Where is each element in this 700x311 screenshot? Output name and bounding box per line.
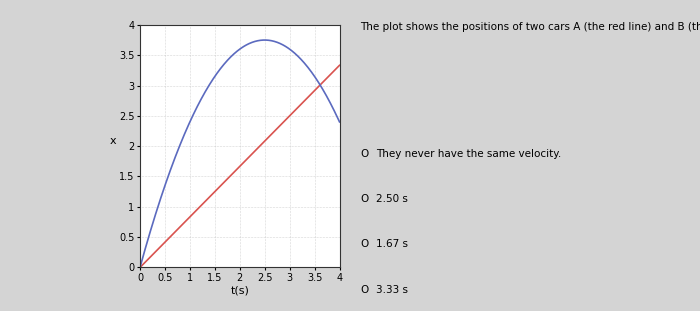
Text: O: O [360,285,369,295]
Text: They never have the same velocity.: They never have the same velocity. [376,149,561,159]
Text: O: O [360,194,369,204]
Text: 2.50 s: 2.50 s [376,194,408,204]
Y-axis label: x: x [110,136,117,146]
Text: O: O [360,239,369,249]
X-axis label: t(s): t(s) [230,286,249,296]
Text: 3.33 s: 3.33 s [376,285,408,295]
Text: The plot shows the positions of two cars A (the red line) and B (the blue line).: The plot shows the positions of two cars… [360,22,700,32]
Text: O: O [360,149,369,159]
Text: 1.67 s: 1.67 s [376,239,408,249]
